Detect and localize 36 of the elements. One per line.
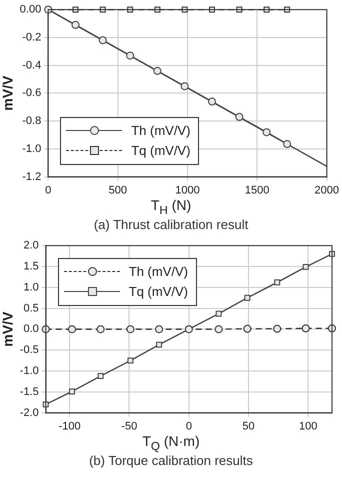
x-tick-label: 500 <box>108 184 128 196</box>
x-axis-title: T$_{Q}$ (N·m) <box>141 433 201 453</box>
x-tick-label: -100 <box>58 420 81 432</box>
text: (b) Torque calibration results <box>88 453 254 468</box>
y-tick-label: -0.2 <box>22 32 42 44</box>
x-tick-label: 0 <box>45 184 52 196</box>
x-tick-label: 100 <box>298 420 318 432</box>
y-tick-label: -1.0 <box>20 365 39 378</box>
y-tick-label: -0.6 <box>22 87 42 100</box>
y-tick-label: 0.5 <box>23 302 39 314</box>
x-tick-label: 2000 <box>314 184 340 196</box>
y-tick-label: 1.5 <box>23 260 39 273</box>
y-axis-title: mV/V <box>0 311 16 347</box>
legend-label: Th (mV/V) <box>131 123 190 138</box>
y-tick-label: 0.0 <box>23 323 39 336</box>
x-tick-label: 0 <box>186 420 192 432</box>
x-axis-title: T$_{H}$ (N) <box>150 197 192 217</box>
y-tick-label: -0.4 <box>22 59 42 72</box>
x-tick-label: 1500 <box>244 184 270 196</box>
y-tick-label: 1.0 <box>23 281 39 294</box>
y-tick-label: -1.5 <box>20 386 39 398</box>
y-tick-label: -1.2 <box>22 170 42 183</box>
legend-label: Tq (mV/V) <box>128 284 188 300</box>
y-tick-label: -0.5 <box>20 344 39 356</box>
x-tick-label: 1000 <box>175 184 200 196</box>
x-tick-label: -50 <box>121 420 138 432</box>
legend-label: Tq (mV/V) <box>131 143 190 158</box>
text: (a) Thrust calibration result <box>92 217 250 232</box>
y-tick-label: -0.8 <box>22 115 42 128</box>
y-tick-label: 2.0 <box>23 240 39 252</box>
legend-label: Th (mV/V) <box>128 264 188 280</box>
y-tick-label: -1.0 <box>22 142 42 155</box>
y-tick-label: 0.00 <box>20 4 42 16</box>
y-tick-label: -2.0 <box>20 406 39 419</box>
y-axis-title: mV/V <box>0 75 16 111</box>
x-tick-label: 50 <box>242 420 255 432</box>
